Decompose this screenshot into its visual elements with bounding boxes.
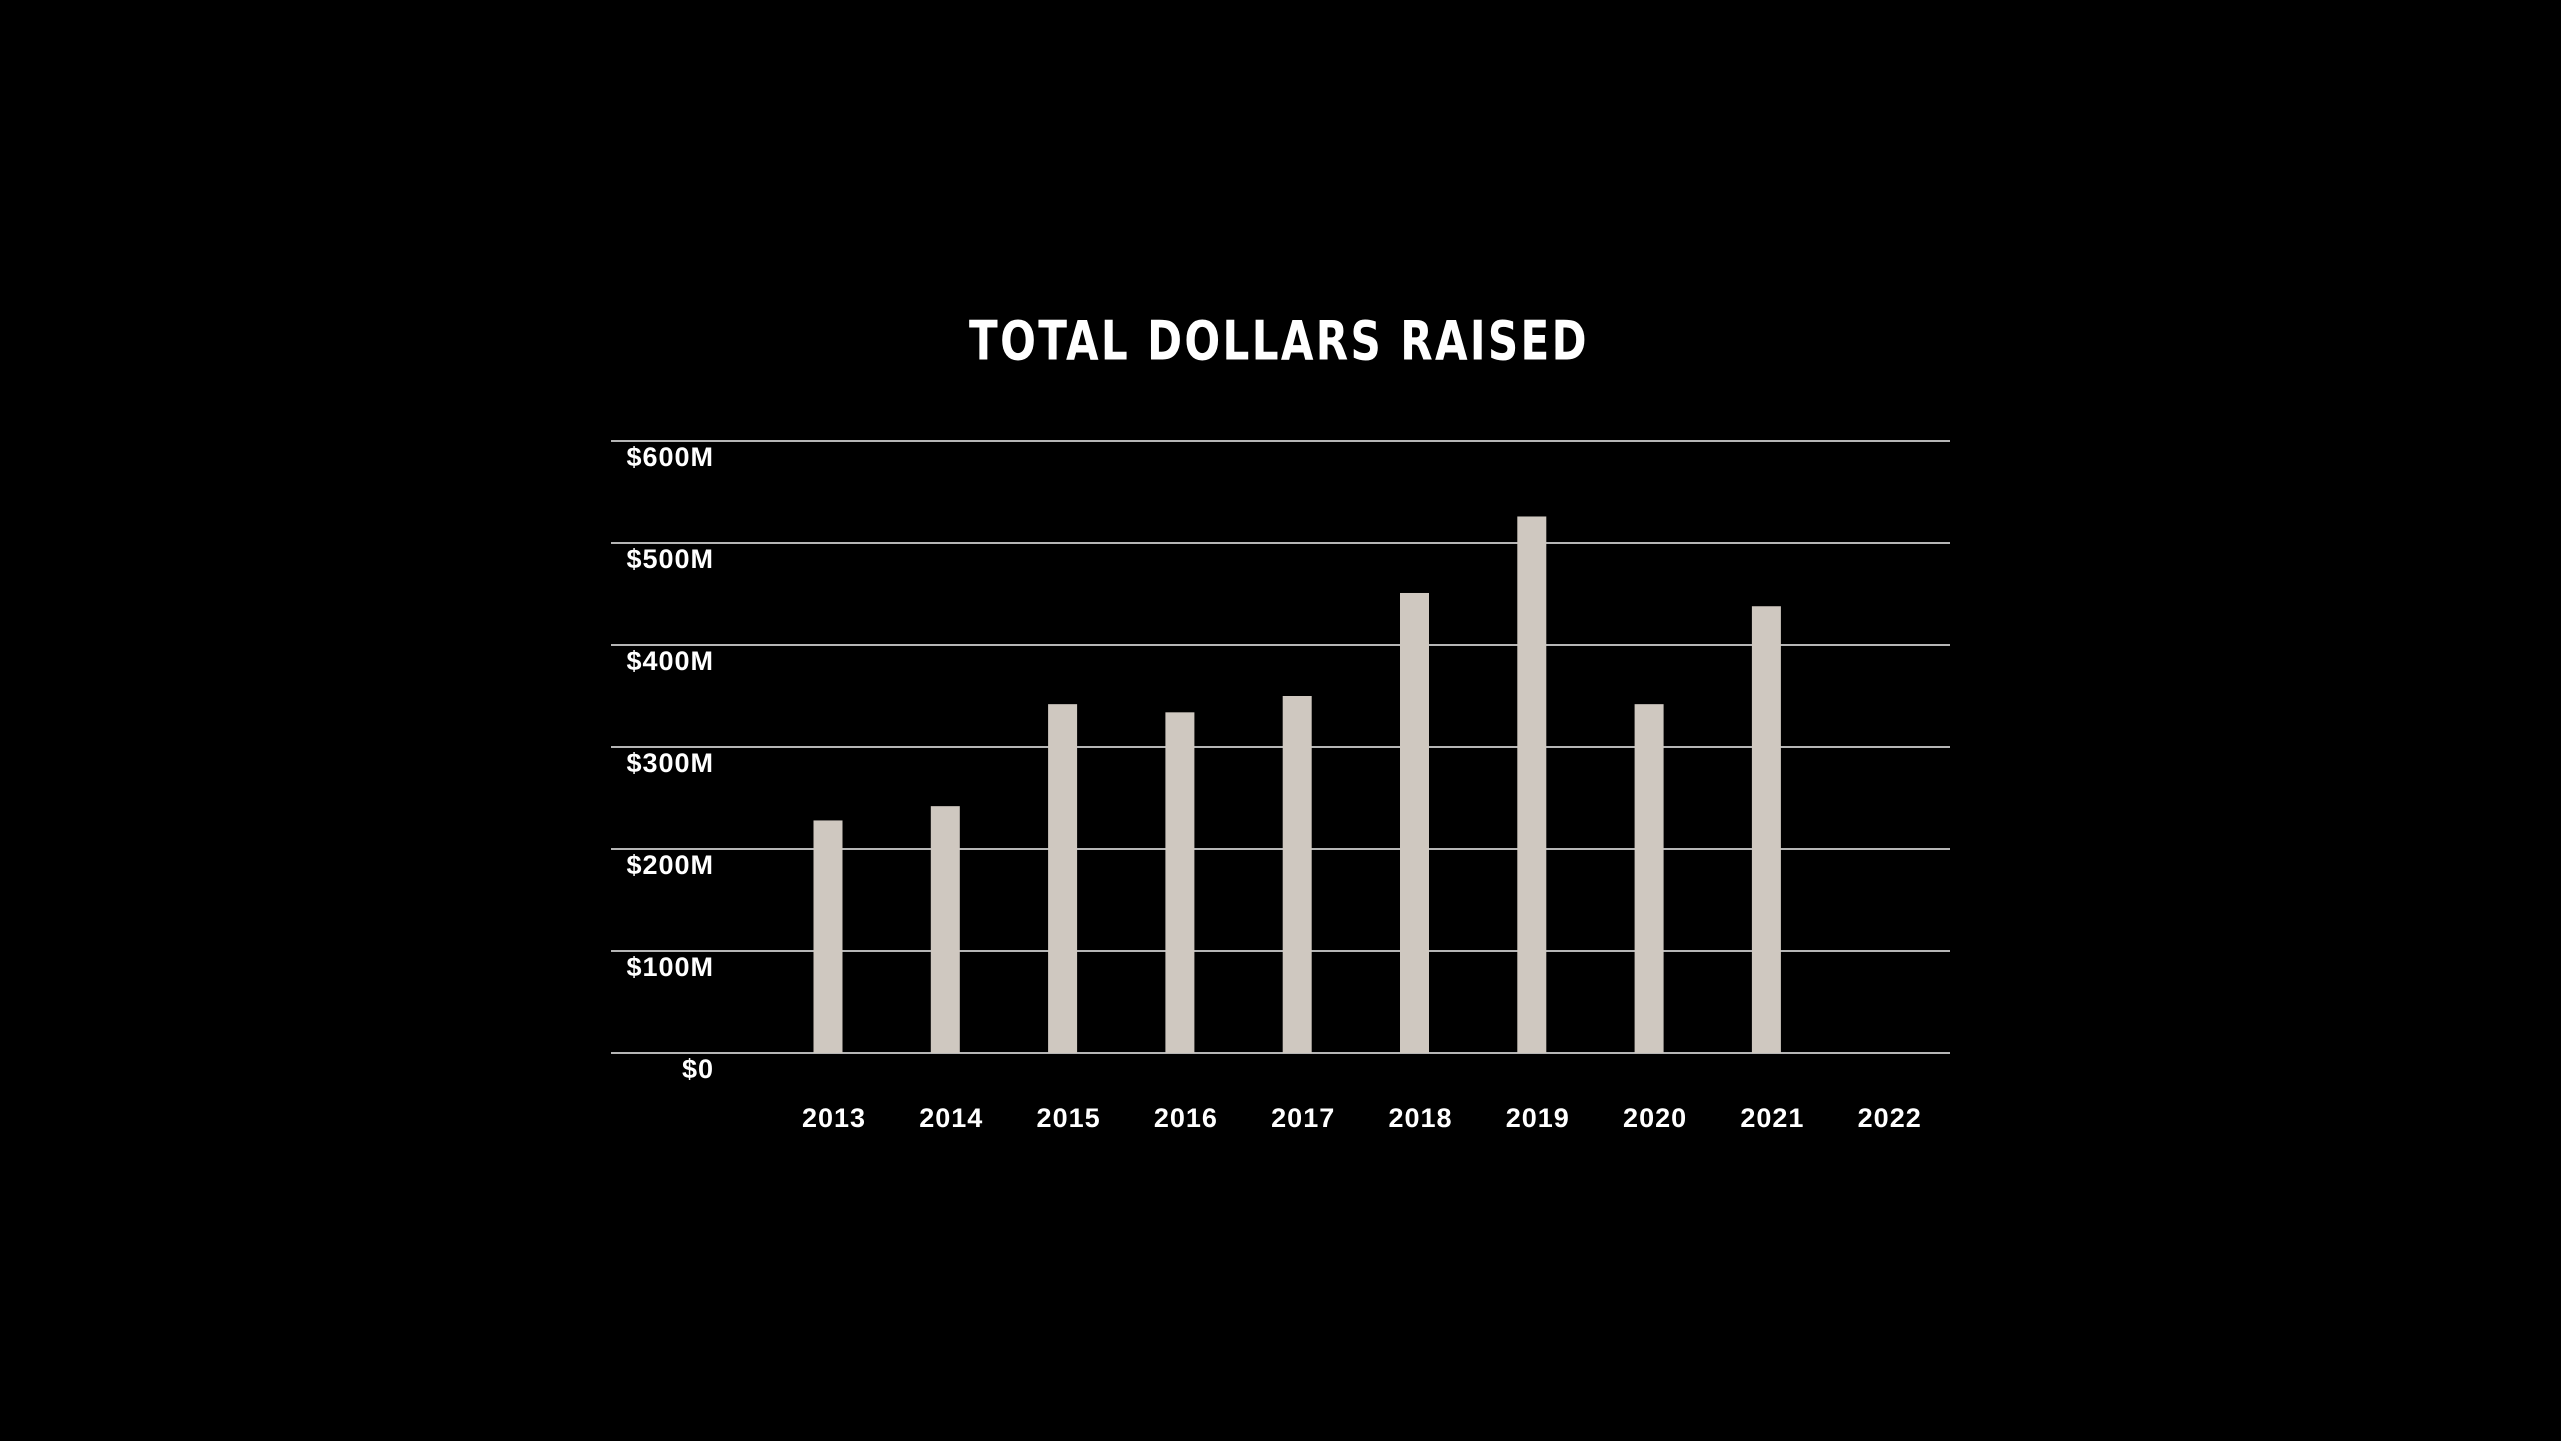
bar [1751,606,1781,1053]
bar [1634,704,1664,1053]
y-tick-label: $200M [626,850,714,880]
x-tick-label: 2013 [802,1103,866,1133]
x-tick-label: 2016 [1154,1103,1218,1133]
bar [813,820,843,1053]
bar [1517,516,1547,1053]
y-tick-label: $400M [626,646,714,676]
x-tick-label: 2020 [1623,1103,1687,1133]
bar [1165,712,1195,1053]
y-tick-label: $100M [626,952,714,982]
x-tick-label: 2018 [1388,1103,1452,1133]
bar [1400,592,1429,1053]
x-tick-label: 2021 [1740,1103,1804,1133]
bar [930,806,960,1053]
y-tick-label: $500M [626,544,714,574]
x-tick-label: 2017 [1271,1103,1335,1133]
y-tick-label: $0 [682,1054,714,1084]
x-tick-label: 2022 [1858,1103,1922,1133]
bar [1048,704,1078,1053]
bar [1282,696,1312,1053]
x-tick-label: 2019 [1506,1103,1570,1133]
y-tick-label: $300M [626,748,714,778]
x-tick-label: 2014 [919,1103,983,1133]
y-tick-label: $600M [626,442,714,472]
x-tick-label: 2015 [1037,1103,1101,1133]
chart-title: TOTAL DOLLARS RAISED [969,310,1589,372]
